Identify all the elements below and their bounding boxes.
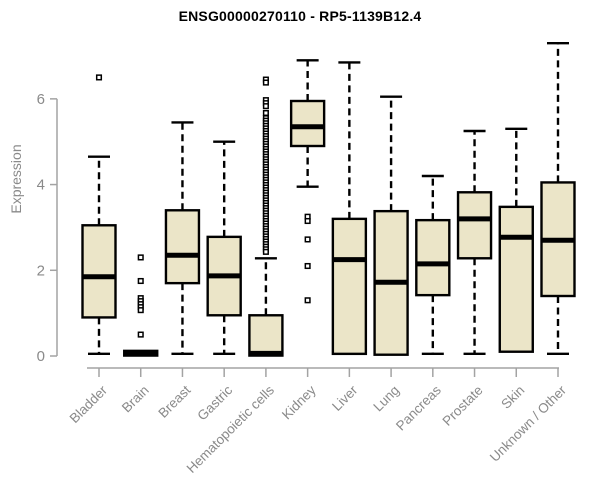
x-category-label: Lung — [370, 383, 402, 415]
x-category-label: Prostate — [440, 383, 486, 429]
x-category-label: Breast — [155, 382, 193, 420]
x-category-label: Skin — [498, 383, 527, 412]
box-hematopoietic-cells — [248, 76, 284, 357]
box-pancreas — [415, 174, 451, 356]
outlier-point — [262, 79, 269, 86]
x-category-label: Brain — [119, 383, 152, 416]
box-brain — [123, 254, 159, 357]
outlier-point — [304, 236, 311, 243]
outlier-point — [137, 277, 144, 285]
box-lung — [373, 95, 409, 356]
outlier-point — [137, 307, 144, 314]
x-category-label: Pancreas — [393, 382, 444, 433]
chart-title: ENSG00000270110 - RP5-1139B12.4 — [178, 8, 422, 24]
box-kidney — [289, 59, 326, 304]
x-category-label: Unknown / Other — [487, 382, 570, 465]
box-breast — [164, 121, 201, 356]
x-category-label: Bladder — [67, 382, 111, 426]
iqr-box — [164, 209, 201, 285]
box-gastric — [206, 140, 242, 356]
y-axis: 0 2 4 6 — [37, 91, 58, 365]
box-skin — [498, 127, 534, 353]
y-tick-label: 4 — [37, 177, 45, 194]
box-unknown-other — [540, 41, 576, 356]
y-tick-label: 0 — [37, 348, 45, 365]
iqr-box — [331, 217, 368, 356]
outlier-point — [137, 254, 144, 261]
iqr-box — [289, 99, 326, 148]
outlier-point — [262, 109, 269, 117]
iqr-box — [498, 205, 534, 353]
iqr-box — [456, 191, 493, 260]
box-liver — [331, 61, 368, 356]
y-tick-label: 6 — [37, 91, 45, 108]
outlier-point — [137, 331, 144, 338]
x-category-label: Gastric — [194, 382, 235, 423]
x-category-label: Liver — [329, 382, 361, 414]
outlier-point — [304, 297, 311, 304]
iqr-box — [248, 314, 284, 357]
outlier-point — [95, 74, 103, 81]
iqr-box — [415, 218, 451, 297]
outlier-point — [262, 103, 269, 110]
box-prostate — [456, 129, 493, 356]
outlier-point — [304, 217, 311, 225]
outlier-point — [262, 248, 269, 255]
box-bladder — [81, 74, 117, 356]
x-category-label: Kidney — [279, 382, 319, 422]
y-tick-label: 2 — [37, 262, 45, 279]
outlier-point — [304, 262, 311, 270]
iqr-box — [81, 224, 117, 319]
